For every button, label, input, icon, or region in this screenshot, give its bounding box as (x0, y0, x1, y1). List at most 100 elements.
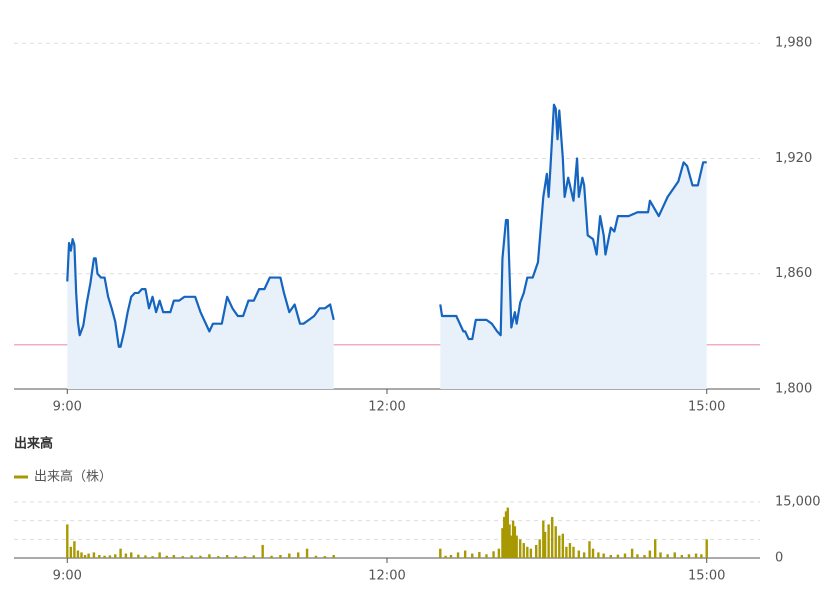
volume-bar (137, 554, 140, 558)
volume-bar (288, 553, 291, 558)
volume-bar (144, 555, 147, 558)
volume-bar (234, 555, 238, 558)
volume-bar (654, 539, 657, 558)
volume-bar (597, 552, 600, 558)
volume-bar (577, 550, 581, 558)
volume-bar (673, 552, 676, 558)
volume-bar (513, 526, 517, 558)
volume-bar (700, 554, 703, 558)
volume-bar (666, 554, 669, 558)
volume-bar (69, 546, 73, 558)
volume-bar (636, 554, 639, 558)
volume-bar (705, 539, 708, 558)
volume-bar (76, 550, 80, 558)
volume-bar (643, 555, 646, 558)
y-tick-label: 1,980 (775, 36, 812, 51)
volume-bar (550, 516, 554, 558)
volume-bar (305, 548, 309, 558)
volume-bar (680, 555, 684, 558)
volume-bar (66, 524, 69, 558)
volume-bar (535, 544, 538, 558)
volume-bar (565, 546, 568, 558)
volume-bar (547, 524, 550, 558)
volume-bar (659, 552, 662, 558)
y-tick-label: 0 (775, 551, 783, 566)
volume-bar (582, 552, 586, 558)
volume-bar (270, 555, 273, 558)
volume-bar (503, 516, 506, 558)
volume-bar (519, 539, 522, 558)
volume-bar (444, 555, 447, 558)
volume-bar (506, 507, 509, 558)
y-tick-label: 1,920 (775, 151, 812, 166)
volume-bar (478, 552, 481, 558)
volume-bar (588, 541, 591, 558)
volume-bar (165, 555, 168, 558)
volume-bar (485, 554, 488, 558)
volume-bar (124, 553, 128, 558)
volume-bar (449, 555, 453, 558)
volume-bar (510, 535, 513, 558)
volume-bar (279, 555, 282, 558)
volume-bar (456, 552, 460, 558)
volume-bar (543, 531, 547, 558)
volume-bar (522, 543, 525, 558)
volume-bar (492, 551, 495, 558)
volume-bar (172, 555, 176, 558)
x-tick-label: 15:00 (688, 400, 725, 415)
y-tick-label: 1,860 (775, 266, 812, 281)
volume-bar (190, 555, 193, 558)
volume-bar (332, 555, 335, 558)
volume-bar (181, 556, 184, 558)
volume-bar (508, 524, 511, 558)
volume-bar (119, 548, 122, 558)
volume-bar (694, 553, 698, 558)
volume-bar (261, 544, 264, 558)
volume-bar (591, 548, 595, 558)
volume-bar (225, 555, 229, 558)
volume-bar (501, 528, 504, 558)
volume-bar (199, 555, 202, 558)
volume-bar (114, 554, 117, 558)
area-fill (440, 104, 707, 390)
volume-bar (561, 533, 565, 558)
volume-bar (471, 553, 474, 558)
volume-bar (623, 553, 627, 558)
volume-bar (130, 552, 133, 558)
volume-bar (616, 554, 620, 558)
volume-bar (103, 555, 106, 558)
legend-label: 出来高（株） (34, 469, 112, 485)
volume-bar (80, 552, 83, 558)
volume-bar (314, 555, 318, 558)
volume-bar (609, 555, 612, 558)
price-line (439, 103, 707, 341)
volume-bar (572, 546, 575, 558)
volume-bar (687, 554, 691, 558)
x-tick-label: 15:00 (688, 569, 725, 584)
price-line (66, 238, 335, 348)
volume-title: 出来高 (14, 436, 53, 452)
volume-bar (602, 553, 605, 558)
volume-bar (630, 548, 634, 558)
volume-bar (542, 520, 545, 558)
volume-bar (323, 556, 327, 558)
y-tick-label: 15,000 (775, 495, 821, 510)
volume-bar (296, 552, 300, 558)
volume-bar (497, 548, 501, 558)
volume-bar (108, 555, 112, 558)
volume-bar (538, 539, 541, 558)
volume-bar (208, 554, 211, 558)
volume-bar (158, 552, 161, 558)
volume-bar (252, 555, 255, 558)
volume-bar (92, 552, 96, 558)
volume-bar (87, 553, 90, 558)
volume-bar (511, 520, 515, 558)
volume-bar (554, 526, 557, 558)
volume-bar (217, 556, 220, 558)
x-tick-label: 12:00 (368, 400, 405, 415)
volume-bar (243, 556, 247, 558)
x-tick-label: 9:00 (53, 569, 82, 584)
y-tick-label: 1,800 (775, 382, 812, 397)
volume-bar (73, 541, 76, 558)
